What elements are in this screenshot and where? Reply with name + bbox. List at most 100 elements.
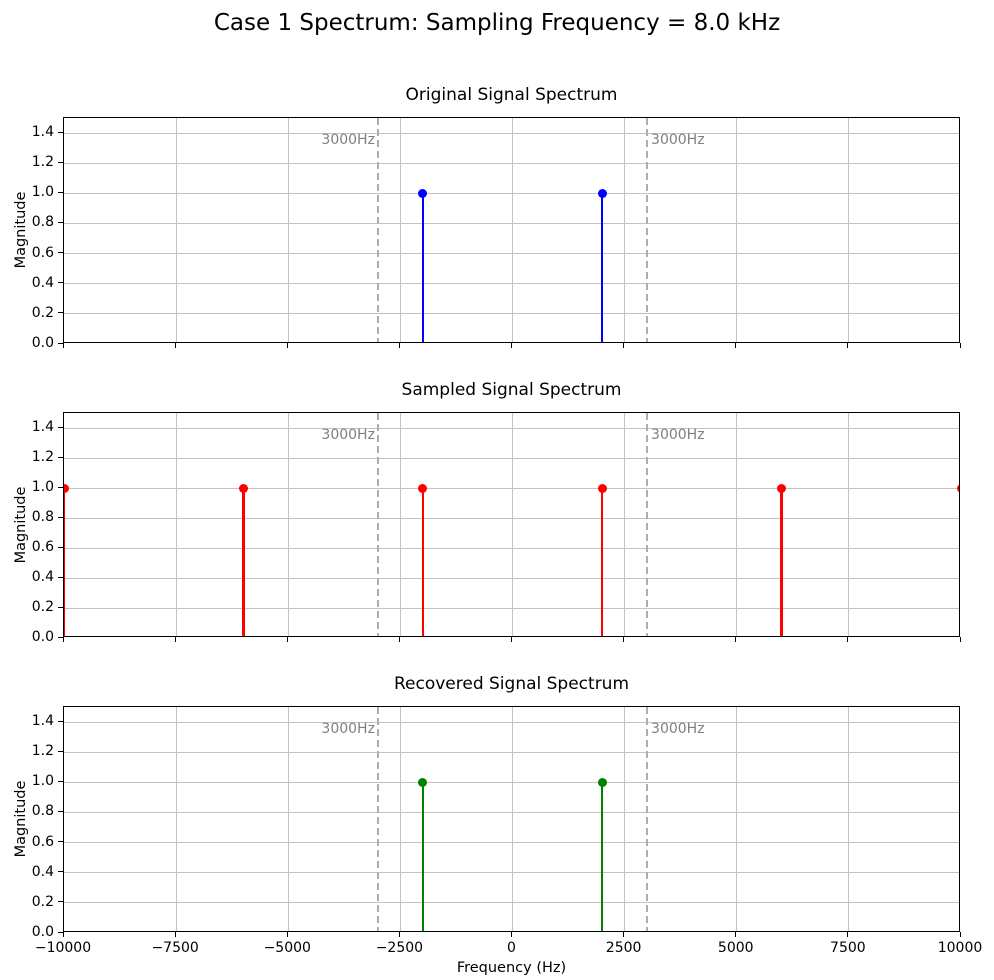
subplot-title: Recovered Signal Spectrum — [393, 674, 630, 694]
frequency-marker-label: 3000Hz — [651, 721, 705, 738]
grid-line-vertical — [624, 413, 626, 636]
grid-line-vertical — [624, 707, 626, 931]
x-tick — [623, 932, 625, 937]
y-tick — [58, 516, 63, 518]
y-tick — [58, 931, 63, 933]
grid-line-vertical — [175, 118, 177, 342]
x-tick — [623, 637, 625, 642]
y-tick — [58, 810, 63, 812]
grid-line-vertical — [736, 413, 738, 636]
plot-area: 3000Hz 3000Hz — [64, 413, 959, 636]
x-tick — [511, 932, 512, 937]
x-tick-label: −7500 — [151, 940, 199, 956]
grid-line-vertical — [512, 413, 513, 636]
stem-marker — [418, 777, 428, 787]
y-tick — [58, 221, 63, 223]
stem-line — [600, 193, 604, 342]
grid-line-vertical — [512, 707, 513, 931]
stem-line — [421, 488, 425, 636]
stem-marker — [418, 483, 428, 493]
y-tick-label: 1.0 — [31, 184, 54, 201]
y-tick-label: 1.2 — [31, 449, 54, 465]
grid-line-horizontal — [64, 842, 959, 844]
x-tick-label: 7500 — [830, 940, 866, 956]
stem-line — [600, 488, 604, 636]
y-tick — [58, 342, 63, 344]
y-tick — [58, 750, 63, 752]
y-tick-label: 1.0 — [31, 773, 54, 790]
frequency-marker-line — [376, 707, 379, 931]
plot-area: 3000Hz 3000Hz — [64, 707, 959, 931]
x-tick — [286, 343, 288, 348]
y-tick-label: 0.8 — [31, 214, 54, 231]
y-tick — [58, 636, 63, 638]
stem-line — [242, 488, 245, 636]
y-tick — [58, 456, 63, 458]
grid-line-vertical — [736, 707, 738, 931]
y-tick-label: 0.0 — [31, 924, 54, 940]
stem-marker — [238, 483, 248, 493]
y-tick-label: 0.0 — [31, 629, 54, 645]
y-tick — [58, 191, 63, 193]
axes: 3000Hz 3000Hz — [63, 117, 960, 343]
y-tick-label: 0.4 — [31, 569, 54, 585]
y-tick — [58, 546, 63, 548]
frequency-marker-label: 3000Hz — [321, 132, 375, 149]
x-tick — [959, 637, 961, 642]
grid-line-horizontal — [64, 781, 959, 783]
y-tick — [58, 252, 63, 254]
x-tick — [847, 932, 849, 937]
grid-line-vertical — [736, 118, 738, 342]
x-tick-label: −5000 — [263, 940, 311, 956]
y-tick — [58, 901, 63, 903]
x-tick — [174, 343, 176, 348]
x-tick — [735, 932, 737, 937]
grid-line-horizontal — [64, 547, 959, 549]
x-tick — [62, 932, 64, 937]
y-tick-label: 0.8 — [31, 803, 54, 820]
stem-marker — [597, 777, 607, 787]
subplot-title: Sampled Signal Spectrum — [401, 380, 622, 400]
x-tick — [398, 932, 400, 937]
x-tick — [847, 343, 849, 348]
y-tick-label: 0.4 — [31, 863, 54, 880]
y-tick-label: 0.2 — [31, 304, 54, 321]
y-tick — [58, 720, 63, 722]
grid-line-horizontal — [64, 162, 959, 164]
grid-line-vertical — [287, 118, 289, 342]
plot-area: 3000Hz 3000Hz — [64, 118, 959, 342]
x-tick — [623, 343, 625, 348]
grid-line-horizontal — [64, 811, 959, 813]
grid-line-horizontal — [64, 192, 959, 194]
grid-line-horizontal — [64, 427, 959, 429]
grid-line-horizontal — [64, 751, 959, 753]
grid-line-vertical — [399, 413, 401, 636]
y-tick-label: 0.6 — [31, 539, 54, 555]
y-tick-label: 0.2 — [31, 599, 54, 615]
stem-marker — [64, 483, 69, 493]
x-tick — [286, 932, 288, 937]
figure-title: Case 1 Spectrum: Sampling Frequency = 8.… — [213, 10, 781, 36]
x-tick-label: −10000 — [34, 940, 92, 956]
grid-line-vertical — [848, 118, 850, 342]
y-tick-label: 0.2 — [31, 893, 54, 910]
frequency-marker-label: 3000Hz — [321, 427, 375, 443]
x-tick — [62, 343, 64, 348]
x-tick — [735, 637, 737, 642]
y-tick-label: 1.4 — [31, 713, 54, 730]
axes: 3000Hz 3000Hz — [63, 412, 960, 637]
subplot-title: Original Signal Spectrum — [405, 85, 618, 105]
grid-line-vertical — [287, 707, 289, 931]
frequency-marker-line — [646, 118, 649, 342]
grid-line-vertical — [175, 413, 177, 636]
y-tick — [58, 131, 63, 133]
x-tick — [511, 637, 512, 642]
y-tick — [58, 426, 63, 428]
x-tick — [959, 343, 961, 348]
frequency-marker-label: 3000Hz — [651, 132, 705, 149]
x-axis-label: Frequency (Hz) — [456, 960, 567, 976]
x-tick — [511, 343, 512, 348]
y-tick — [58, 576, 63, 578]
x-tick-label: 2500 — [605, 940, 642, 956]
